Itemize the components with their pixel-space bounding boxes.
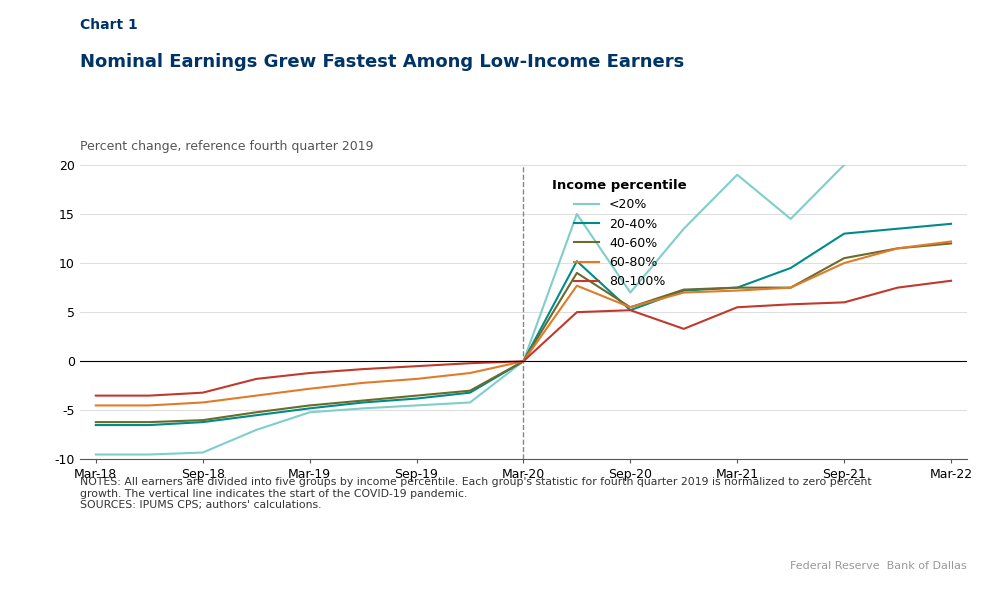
Line: 20-40%: 20-40% xyxy=(96,224,951,425)
<20% xyxy=(196,449,208,456)
60-80% xyxy=(517,358,529,365)
20-40% xyxy=(304,405,316,412)
60-80% xyxy=(624,304,636,311)
80-100% xyxy=(196,389,208,396)
80-100% xyxy=(250,375,262,382)
<20% xyxy=(571,210,583,217)
40-60% xyxy=(624,304,636,311)
80-100% xyxy=(357,366,369,373)
40-60% xyxy=(838,254,850,262)
40-60% xyxy=(678,286,690,293)
60-80% xyxy=(838,260,850,267)
80-100% xyxy=(90,392,102,399)
Line: 40-60%: 40-60% xyxy=(96,243,951,422)
<20% xyxy=(250,426,262,434)
20-40% xyxy=(411,395,423,402)
60-80% xyxy=(945,238,957,245)
Text: Percent change, reference fourth quarter 2019: Percent change, reference fourth quarter… xyxy=(80,140,373,153)
80-100% xyxy=(411,363,423,370)
<20% xyxy=(357,405,369,412)
60-80% xyxy=(891,245,903,252)
40-60% xyxy=(731,284,743,291)
Legend: <20%, 20-40%, 40-60%, 60-80%, 80-100%: <20%, 20-40%, 40-60%, 60-80%, 80-100% xyxy=(547,174,692,293)
40-60% xyxy=(196,416,208,423)
40-60% xyxy=(945,240,957,247)
80-100% xyxy=(731,304,743,311)
80-100% xyxy=(144,392,156,399)
20-40% xyxy=(196,419,208,426)
<20% xyxy=(144,451,156,458)
80-100% xyxy=(464,360,476,367)
60-80% xyxy=(785,284,797,291)
20-40% xyxy=(678,287,690,294)
40-60% xyxy=(411,392,423,399)
40-60% xyxy=(250,409,262,416)
80-100% xyxy=(304,369,316,376)
Text: Nominal Earnings Grew Fastest Among Low-Income Earners: Nominal Earnings Grew Fastest Among Low-… xyxy=(80,53,684,71)
60-80% xyxy=(571,282,583,289)
<20% xyxy=(304,409,316,416)
80-100% xyxy=(785,301,797,308)
20-40% xyxy=(250,412,262,419)
60-80% xyxy=(731,287,743,294)
<20% xyxy=(678,225,690,232)
20-40% xyxy=(785,264,797,272)
<20% xyxy=(517,358,529,365)
40-60% xyxy=(464,387,476,394)
60-80% xyxy=(144,402,156,409)
<20% xyxy=(411,402,423,409)
Text: NOTES: All earners are divided into five groups by income percentile. Each group: NOTES: All earners are divided into five… xyxy=(80,477,871,510)
80-100% xyxy=(624,307,636,314)
40-60% xyxy=(517,358,529,365)
<20% xyxy=(624,289,636,296)
80-100% xyxy=(891,284,903,291)
60-80% xyxy=(678,289,690,296)
40-60% xyxy=(90,419,102,426)
60-80% xyxy=(196,399,208,406)
20-40% xyxy=(945,220,957,227)
Line: <20%: <20% xyxy=(96,165,844,455)
<20% xyxy=(464,399,476,406)
60-80% xyxy=(464,369,476,376)
20-40% xyxy=(357,399,369,406)
80-100% xyxy=(838,299,850,306)
40-60% xyxy=(144,419,156,426)
40-60% xyxy=(891,245,903,252)
20-40% xyxy=(517,358,529,365)
60-80% xyxy=(250,392,262,399)
40-60% xyxy=(785,284,797,291)
Line: 80-100%: 80-100% xyxy=(96,281,951,396)
60-80% xyxy=(90,402,102,409)
40-60% xyxy=(304,402,316,409)
80-100% xyxy=(945,277,957,284)
20-40% xyxy=(571,257,583,264)
20-40% xyxy=(144,422,156,429)
60-80% xyxy=(357,379,369,386)
Line: 60-80%: 60-80% xyxy=(96,241,951,405)
60-80% xyxy=(304,385,316,392)
20-40% xyxy=(464,389,476,396)
20-40% xyxy=(90,422,102,429)
20-40% xyxy=(731,284,743,291)
60-80% xyxy=(411,375,423,382)
<20% xyxy=(838,161,850,168)
40-60% xyxy=(571,269,583,276)
80-100% xyxy=(678,325,690,332)
20-40% xyxy=(838,230,850,237)
20-40% xyxy=(891,225,903,232)
Text: Chart 1: Chart 1 xyxy=(80,18,138,32)
80-100% xyxy=(571,309,583,316)
40-60% xyxy=(357,397,369,404)
<20% xyxy=(785,216,797,223)
80-100% xyxy=(517,358,529,365)
Text: Federal Reserve  Bank of Dallas: Federal Reserve Bank of Dallas xyxy=(791,561,967,571)
<20% xyxy=(90,451,102,458)
<20% xyxy=(731,171,743,178)
20-40% xyxy=(624,307,636,314)
